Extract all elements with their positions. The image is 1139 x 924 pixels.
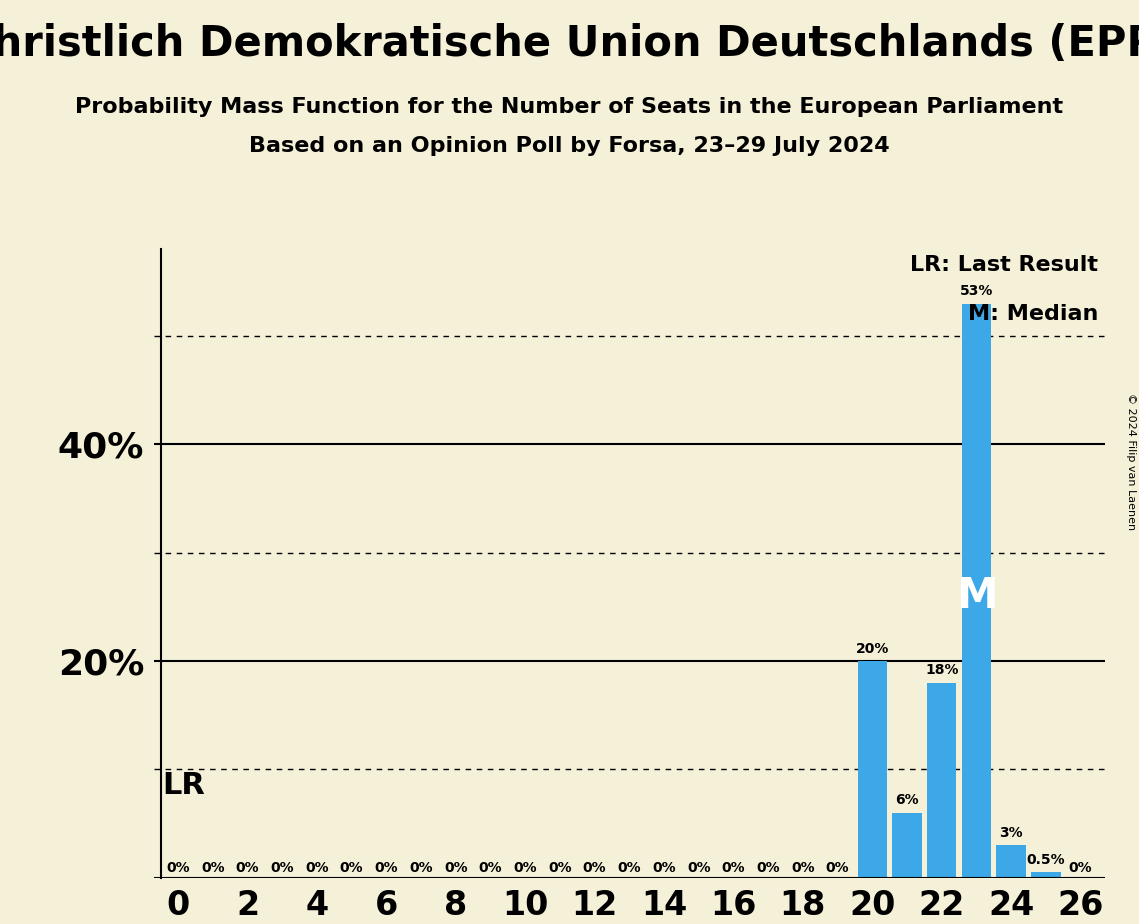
Bar <box>858 662 887 878</box>
Text: 0%: 0% <box>270 860 294 874</box>
Bar <box>961 304 991 878</box>
Text: 20%: 20% <box>855 642 888 656</box>
Text: Christlich Demokratische Union Deutschlands (EPP): Christlich Demokratische Union Deutschla… <box>0 23 1139 65</box>
Text: 0%: 0% <box>548 860 572 874</box>
Text: 3%: 3% <box>999 826 1023 840</box>
Text: 53%: 53% <box>960 285 993 298</box>
Text: M: M <box>956 575 997 617</box>
Text: 0%: 0% <box>200 860 224 874</box>
Bar <box>892 813 921 878</box>
Text: M: Median: M: Median <box>967 304 1098 323</box>
Text: 18%: 18% <box>925 663 958 677</box>
Text: 0%: 0% <box>478 860 502 874</box>
Text: 0%: 0% <box>653 860 675 874</box>
Text: 0%: 0% <box>166 860 190 874</box>
Text: LR: Last Result: LR: Last Result <box>910 255 1098 275</box>
Text: 0%: 0% <box>687 860 711 874</box>
Text: 0%: 0% <box>792 860 814 874</box>
Text: Based on an Opinion Poll by Forsa, 23–29 July 2024: Based on an Opinion Poll by Forsa, 23–29… <box>249 136 890 156</box>
Text: 6%: 6% <box>895 794 919 808</box>
Text: 0%: 0% <box>514 860 536 874</box>
Text: 0%: 0% <box>236 860 260 874</box>
Text: 0%: 0% <box>409 860 433 874</box>
Text: LR: LR <box>163 772 205 800</box>
Text: 0%: 0% <box>617 860 641 874</box>
Bar <box>927 683 957 878</box>
Text: 0%: 0% <box>756 860 780 874</box>
Text: 0%: 0% <box>375 860 399 874</box>
Bar <box>997 845 1026 878</box>
Text: Probability Mass Function for the Number of Seats in the European Parliament: Probability Mass Function for the Number… <box>75 97 1064 117</box>
Text: 0%: 0% <box>339 860 363 874</box>
Text: 0%: 0% <box>1068 860 1092 874</box>
Text: 0%: 0% <box>583 860 606 874</box>
Bar <box>1031 872 1060 878</box>
Text: 0.5%: 0.5% <box>1026 853 1065 867</box>
Text: 0%: 0% <box>826 860 850 874</box>
Text: 0%: 0% <box>305 860 329 874</box>
Text: 0%: 0% <box>444 860 467 874</box>
Text: 0%: 0% <box>722 860 745 874</box>
Text: © 2024 Filip van Laenen: © 2024 Filip van Laenen <box>1126 394 1136 530</box>
